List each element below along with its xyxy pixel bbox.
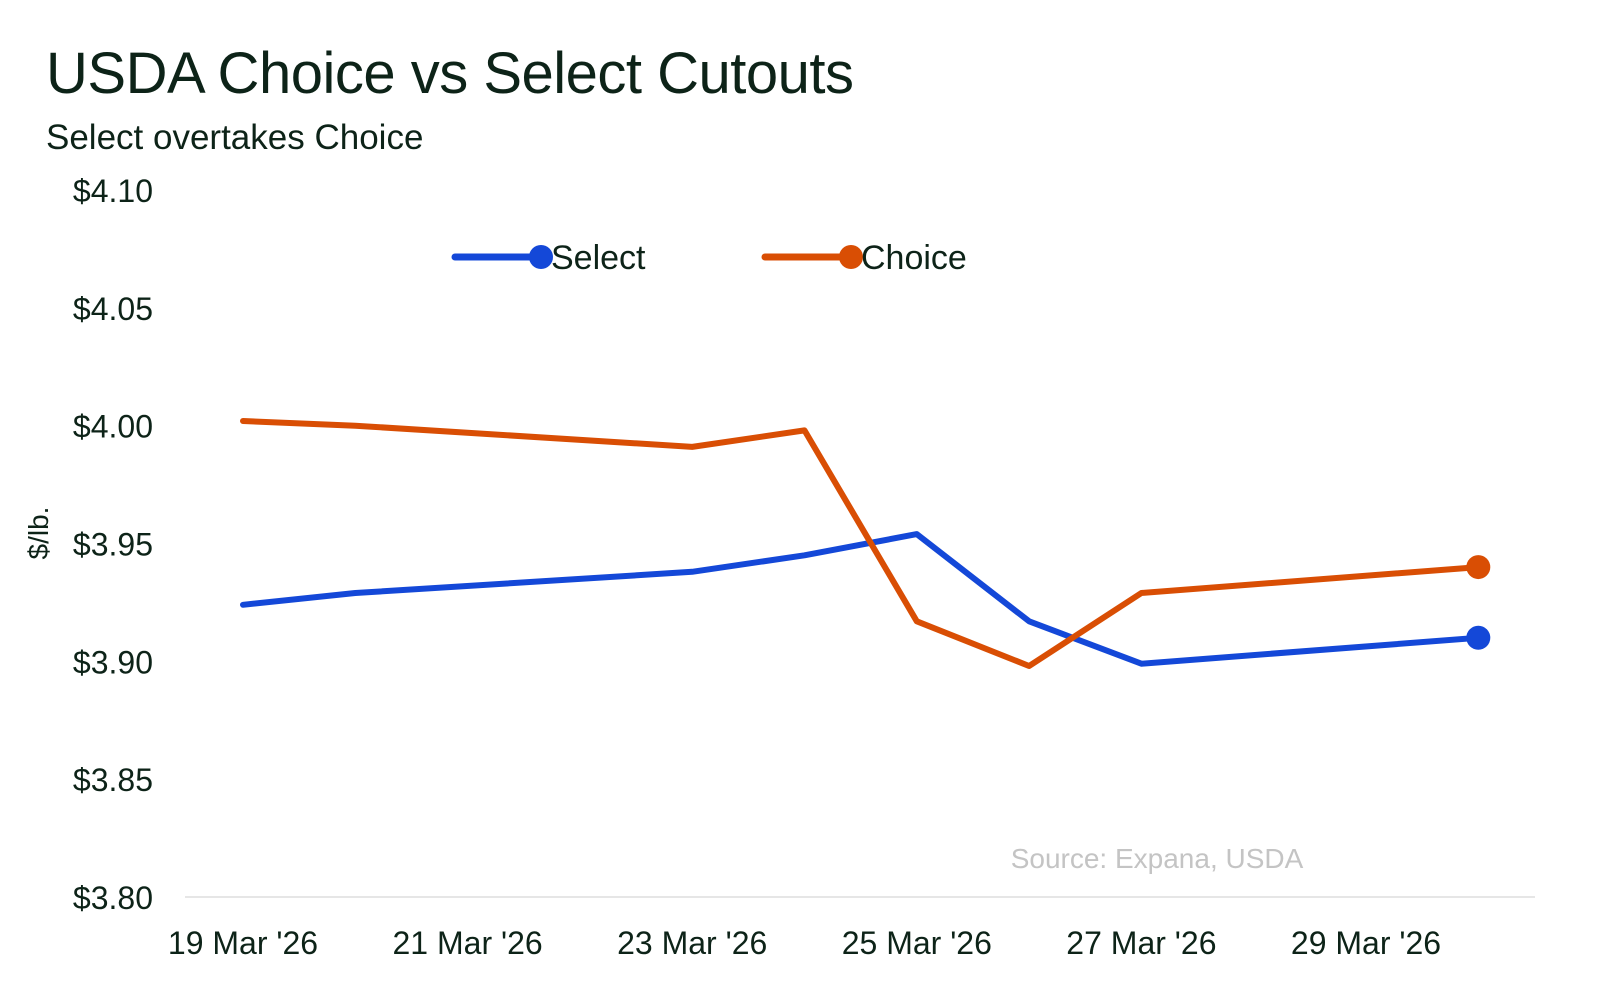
y-axis-label: $/lb. — [23, 507, 54, 560]
legend-label-choice: Choice — [861, 239, 967, 277]
x-tick-label: 29 Mar '26 — [1291, 925, 1441, 961]
legend-label-select: Select — [551, 239, 646, 277]
chart-subtitle: Select overtakes Choice — [46, 118, 424, 157]
y-tick-label: $4.05 — [73, 291, 153, 327]
y-tick-label: $3.95 — [73, 527, 153, 563]
series-line-choice — [240, 418, 1482, 669]
legend-marker-choice — [839, 245, 863, 269]
y-tick-label: $4.10 — [73, 173, 153, 209]
chart-title: USDA Choice vs Select Cutouts — [46, 41, 854, 106]
x-tick-label: 27 Mar '26 — [1066, 925, 1216, 961]
y-tick-label: $3.90 — [73, 644, 153, 680]
series-line-select — [240, 531, 1482, 667]
x-tick-label: 19 Mar '26 — [168, 925, 318, 961]
legend-marker-select — [529, 245, 553, 269]
x-tick-label: 25 Mar '26 — [842, 925, 992, 961]
x-tick-label: 23 Mar '26 — [617, 925, 767, 961]
data-point-choice — [1466, 555, 1491, 580]
x-tick-label: 21 Mar '26 — [393, 925, 543, 961]
data-point-select — [1466, 625, 1491, 650]
y-tick-label: $3.80 — [73, 880, 153, 916]
source-note: Source: Expana, USDA — [1011, 843, 1304, 874]
y-tick-label: $4.00 — [73, 409, 153, 445]
y-tick-label: $3.85 — [73, 762, 153, 798]
